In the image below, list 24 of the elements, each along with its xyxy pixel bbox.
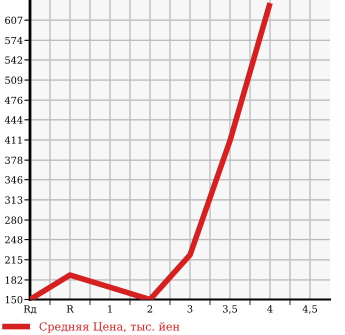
x-tick-label: 1	[108, 305, 112, 312]
y-tick-label: 280	[5, 216, 22, 224]
y-tick-label: 150	[6, 296, 22, 304]
y-tick-label: 313	[5, 196, 22, 204]
x-tick-label: Rд	[24, 305, 36, 314]
y-tick-label: 574	[5, 36, 23, 44]
y-tick-label: 346	[5, 176, 22, 184]
y-tick-label: 444	[4, 116, 23, 124]
y-tick-label: 509	[5, 76, 22, 84]
x-tick-label: 3,5	[223, 305, 237, 314]
x-tick-label: R	[66, 305, 74, 312]
y-tick-label: 476	[4, 96, 22, 104]
y-tick-label: 411	[4, 136, 22, 144]
y-tick-label: 607	[5, 16, 22, 24]
y-tick-label: 248	[5, 236, 22, 244]
y-tick-label: 542	[5, 56, 22, 64]
y-tick-label: 182	[6, 276, 22, 284]
y-tick-label: 378	[5, 156, 22, 164]
legend-label: Средняя Цена, тыс. йен	[40, 322, 180, 333]
x-tick-label: 4,5	[302, 305, 317, 314]
x-tick-label: 2	[148, 305, 152, 312]
y-tick-label: 215	[5, 256, 22, 264]
x-tick-label: 4	[267, 305, 273, 312]
x-tick-label: 3	[188, 305, 192, 313]
